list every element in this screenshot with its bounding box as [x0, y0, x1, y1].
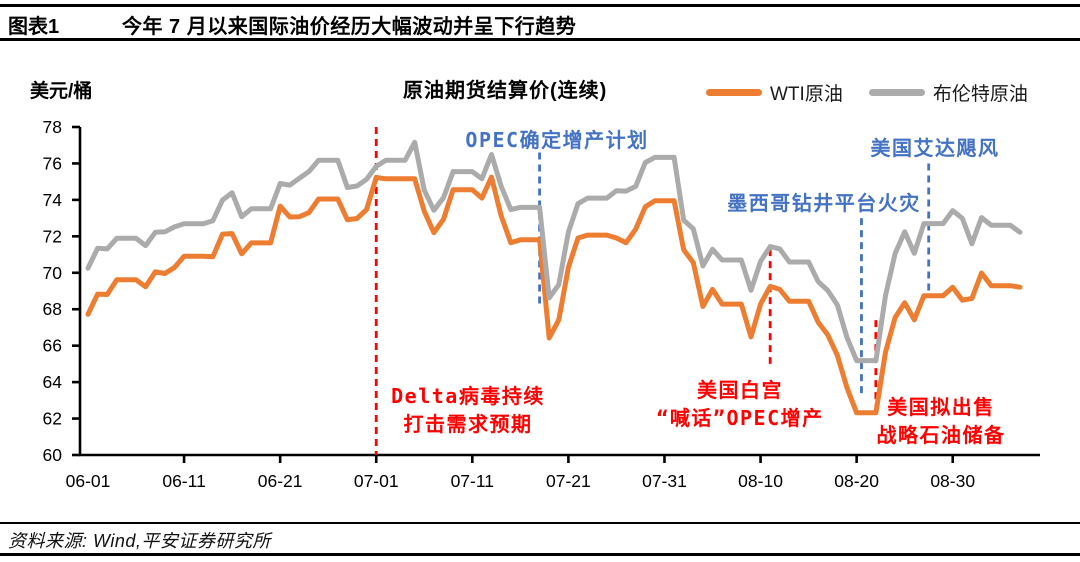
y-axis-tick-label: 60: [43, 445, 63, 465]
y-axis-unit-label: 美元/桶: [30, 81, 93, 102]
annotation-text-spr: 美国拟出售: [887, 395, 995, 419]
y-axis-tick-label: 66: [43, 336, 62, 356]
x-axis-tick-label: 08-10: [738, 471, 783, 491]
annotation-text-whitehouse: 美国白宫: [697, 378, 783, 402]
x-axis-tick-label: 08-20: [834, 471, 879, 491]
series-line-brent: [85, 139, 1023, 364]
legend-item-brent: 布伦特原油: [868, 79, 1028, 106]
x-axis-tick-label: 07-31: [642, 471, 687, 491]
y-axis-tick-label: 64: [43, 372, 63, 392]
series-line-wti: [85, 174, 1023, 416]
y-axis-tick-label: 76: [43, 153, 62, 173]
annotation-text-opec: OPEC确定增产计划: [465, 128, 648, 152]
annotation-text-delta: Delta病毒持续: [391, 384, 545, 408]
source-note: 资料来源: Wind,平安证券研究所: [8, 531, 271, 551]
wti-legend-label: WTI原油: [770, 84, 843, 105]
legend: WTI原油 布伦特原油: [706, 79, 1028, 106]
chart-title: 原油期货结算价(连续): [403, 80, 608, 102]
figure-title: 今年 7 月以来国际油价经历大幅波动并呈下行趋势: [122, 16, 577, 38]
x-axis-tick-label: 07-11: [451, 471, 494, 491]
annotation-text-spr: 战略石油储备: [877, 423, 1006, 447]
brent-legend-label: 布伦特原油: [932, 84, 1028, 105]
bottom-rule: [0, 553, 1080, 556]
y-axis-tick-label: 74: [43, 190, 63, 210]
annotation-text-mexico-fire: 墨西哥钻井平台火灾: [727, 191, 921, 215]
y-axis-tick-label: 72: [43, 226, 62, 246]
legend-item-wti: WTI原油: [706, 79, 843, 106]
figure-tag: 图表1: [8, 16, 60, 38]
x-axis-tick-label: 06-01: [66, 471, 111, 491]
brent-line-swatch: [868, 89, 925, 96]
x-axis-tick-label: 07-21: [546, 471, 591, 491]
top-rule: [0, 4, 1080, 7]
header-rule: [0, 38, 1080, 41]
footer-top-rule: [0, 522, 1080, 524]
x-axis-tick-label: 08-30: [930, 471, 975, 491]
y-axis-tick-label: 68: [43, 299, 62, 319]
y-axis-tick-label: 78: [43, 117, 62, 137]
y-axis-tick-label: 70: [43, 263, 63, 283]
x-axis-tick-label: 06-11: [162, 471, 205, 491]
x-axis-tick-label: 06-21: [258, 471, 303, 491]
annotation-text-whitehouse: “喊话”OPEC增产: [656, 406, 823, 430]
annotation-text-delta: 打击需求预期: [404, 412, 533, 436]
annotation-text-ida: 美国艾达飓风: [871, 136, 1000, 160]
x-axis-tick-label: 07-01: [354, 471, 399, 491]
wti-line-swatch: [706, 89, 762, 96]
y-axis-tick-label: 62: [43, 409, 62, 429]
